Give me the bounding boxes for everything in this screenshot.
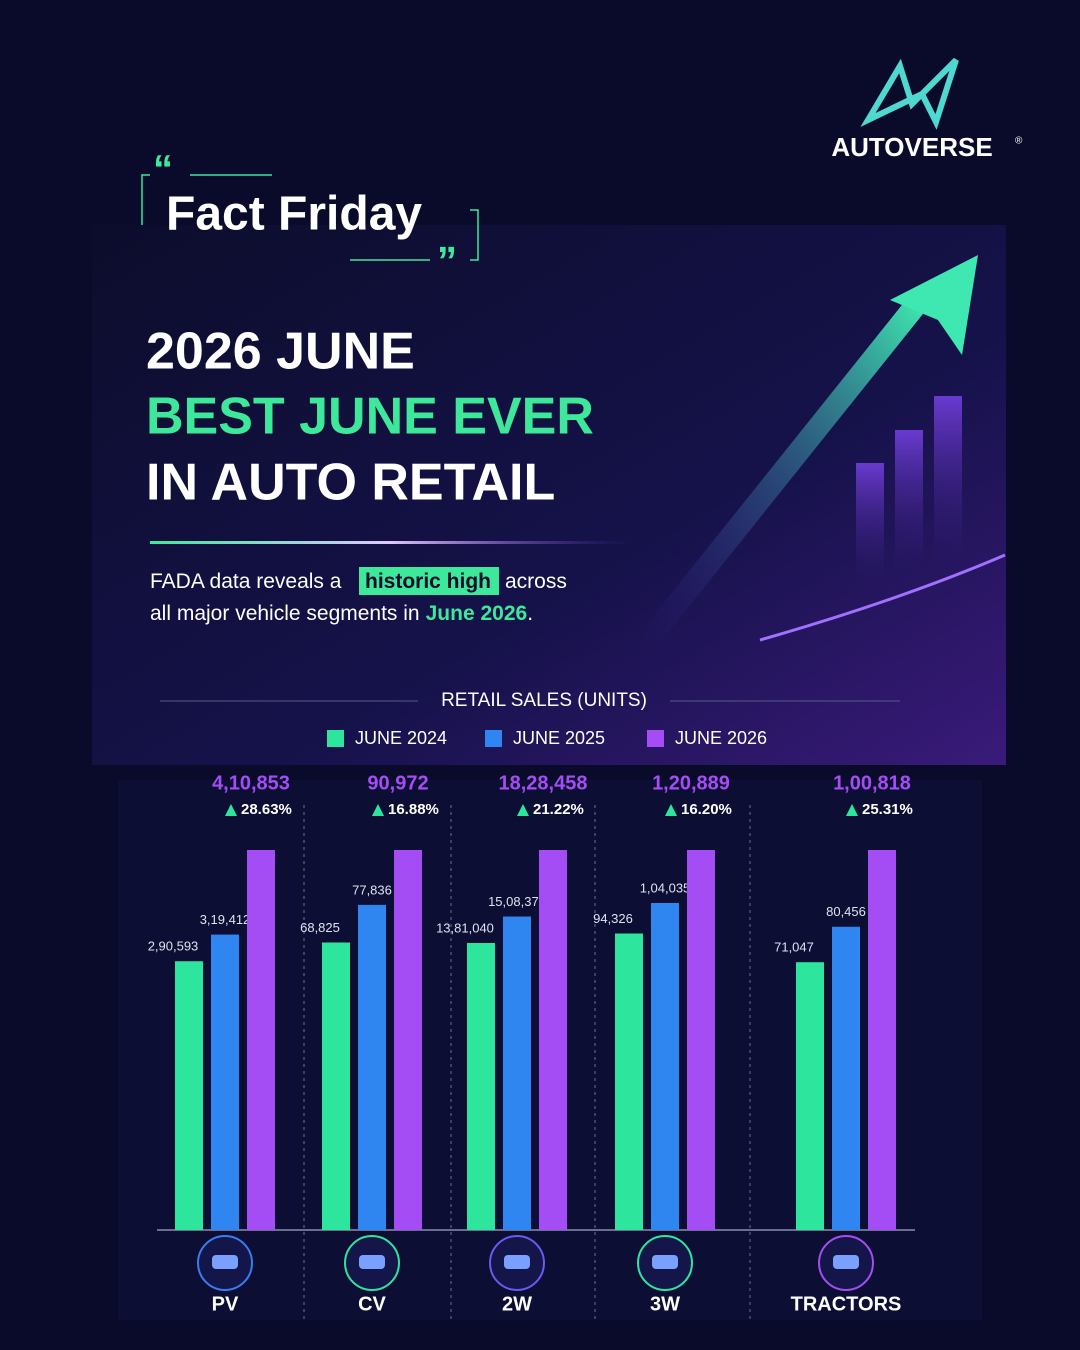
headline: BEST JUNE EVER [146,388,594,446]
highlight [359,567,499,595]
bar [832,926,860,1230]
category-icon-glyph [504,1255,530,1269]
growth-label: 16.20% [681,801,732,818]
description-text: all major vehicle segments in [150,602,420,625]
headline: IN AUTO RETAIL [146,454,555,512]
bar [651,902,679,1230]
description-text: across [505,570,567,593]
quote-open: “ [153,148,173,192]
legend-label: JUNE 2026 [675,728,767,748]
tag: Fact Friday [166,188,422,241]
bar [868,850,896,1230]
bar [539,850,567,1230]
chart: JUNE 2024 JUNE 2025 JUNE 2026 2,90,5933,19,… [148,728,915,1320]
value-label: 1,04,035 [640,880,691,895]
value-label: 3,19,412 [200,912,251,927]
bar [503,916,531,1230]
category-icon-glyph [359,1255,385,1269]
legend-swatch [647,730,664,747]
growth-arrow [517,804,529,816]
description-text: FADA data reveals a [150,570,342,593]
value-label: 4,10,853 [212,772,290,794]
category-label: PV [212,1293,239,1315]
value-label: 77,836 [352,882,392,897]
category-icon-glyph [212,1255,238,1269]
growth-label: 21.22% [533,801,584,818]
growth-label: 16.88% [388,801,439,818]
decor-bars [856,396,962,603]
bar [247,850,275,1230]
value-label: 94,326 [593,911,633,926]
value-label: 80,456 [826,904,866,919]
description-highlight: historic high [365,570,491,593]
growth-arrow [225,804,237,816]
description-emphasis: June 2026 [426,602,528,625]
category-label: 2W [502,1293,532,1315]
value-label: 2,90,593 [148,939,199,954]
value-label: 15,08,378 [488,894,546,909]
description: FADA data reveals a historic high across [150,570,567,593]
legend-swatch [485,730,502,747]
bar [615,933,643,1230]
description-text: . [527,602,533,625]
logo: AUTOVERSE ® [831,57,1023,162]
bar [394,850,422,1230]
legend-label: JUNE 2025 [513,728,605,748]
value-label: 13,81,040 [436,920,494,935]
bar [358,904,386,1230]
legend-swatch [327,730,344,747]
hero-panel [92,225,1006,765]
headline: 2026 JUNE [146,323,415,381]
bar [322,942,350,1230]
quote-close: ” [437,240,457,284]
decor-arrow [631,255,1006,657]
growth-arrow [372,804,384,816]
growth-arrow [846,804,858,816]
value-label: 68,825 [300,920,340,935]
category-label: CV [358,1293,386,1315]
value-label: 1,20,889 [652,772,730,794]
bar [687,850,715,1230]
divider [150,541,630,544]
quote-frame [141,174,479,261]
growth-label: 25.31% [862,801,913,818]
category-label: 3W [650,1293,680,1315]
bar [796,962,824,1230]
bar [175,961,203,1230]
chart-title: RETAIL SALES (UNITS) [441,690,647,711]
brand: AUTOVERSE [831,132,992,162]
description: all major vehicle segments in June 2026. [150,602,533,625]
category-icon-glyph [833,1255,859,1269]
category-icon-glyph [652,1255,678,1269]
growth-label: 28.63% [241,801,292,818]
growth-arrow [665,804,677,816]
brand-mark: ® [1015,136,1023,147]
bar [467,942,495,1230]
category-label: TRACTORS [791,1293,902,1315]
value-label: 1,00,818 [833,772,911,794]
value-label: 18,28,458 [499,772,588,794]
bar [211,934,239,1230]
legend-label: JUNE 2024 [355,728,447,748]
value-label: 90,972 [367,772,428,794]
value-label: 71,047 [774,940,814,955]
